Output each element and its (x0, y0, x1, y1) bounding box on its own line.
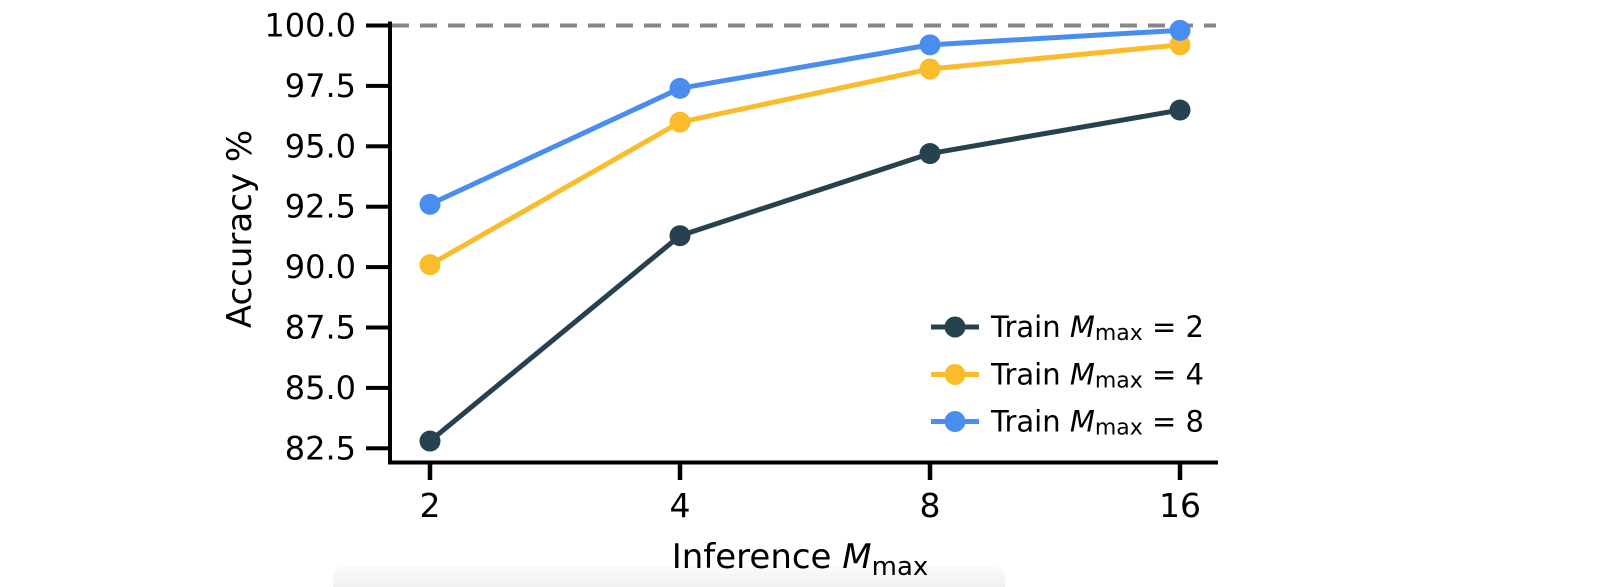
label-subscript: max (872, 552, 929, 582)
y-tick-label: 95.0 (285, 127, 356, 165)
x-tick-label: 2 (420, 486, 441, 525)
x-axis-ticks: 2 4 8 16 (420, 464, 1201, 525)
label-subscript: max (1095, 321, 1143, 346)
data-point-marker (1169, 34, 1191, 56)
x-tick-label: 4 (670, 486, 691, 525)
x-tick-mark (677, 464, 683, 480)
series-line (427, 27, 1183, 207)
label-suffix: = 2 (1143, 310, 1204, 344)
data-point-marker (419, 254, 441, 276)
legend-marker (944, 364, 966, 385)
x-tick-mark (927, 464, 933, 480)
left-spine (388, 21, 392, 465)
x-tick-mark (1177, 464, 1183, 480)
y-tick-label: 92.5 (285, 188, 356, 226)
legend-label: Train Mmax = 2 (990, 310, 1204, 346)
label-prefix: Inference (672, 537, 843, 577)
label-symbol: M (1070, 405, 1095, 439)
data-point-marker (919, 34, 941, 56)
label-suffix: = 4 (1143, 358, 1204, 392)
label-prefix: Train (990, 358, 1070, 392)
y-tick-mark (366, 144, 390, 149)
data-point-marker (919, 58, 941, 80)
data-point-marker (419, 193, 441, 215)
data-point-marker (419, 430, 441, 452)
label-prefix: Train (990, 405, 1070, 439)
bottom-shadow-strip (333, 566, 1005, 587)
axes-spines (388, 21, 1218, 465)
legend-marker (944, 411, 966, 432)
y-tick-mark (366, 204, 390, 209)
data-point-marker (919, 143, 941, 165)
series-line (427, 42, 1183, 268)
y-tick-label: 90.0 (285, 248, 356, 286)
x-tick-mark (427, 464, 433, 480)
data-point-marker (1169, 19, 1191, 41)
label-symbol: M (1070, 310, 1095, 344)
y-tick-label: 100.0 (264, 7, 356, 45)
y-tick-mark (366, 385, 390, 390)
y-tick-label: 85.0 (285, 369, 356, 407)
data-point-marker (669, 225, 691, 247)
data-point-marker (669, 111, 691, 133)
data-point-marker (669, 77, 691, 99)
label-subscript: max (1095, 415, 1143, 440)
x-axis-label: Inference Mmax (672, 537, 929, 582)
label-prefix: Train (990, 310, 1070, 344)
label-suffix: = 8 (1143, 405, 1204, 439)
y-tick-mark (366, 23, 390, 28)
label-subscript: max (1095, 368, 1143, 393)
y-tick-mark (366, 446, 390, 451)
y-tick-label: 87.5 (285, 309, 356, 347)
label-symbol: M (842, 537, 871, 577)
legend-marker (944, 316, 966, 338)
legend-label: Train Mmax = 8 (990, 405, 1204, 441)
bottom-spine (388, 460, 1218, 465)
y-tick-label: 82.5 (285, 429, 356, 467)
y-axis-label: Accuracy % (220, 130, 260, 328)
y-tick-mark (366, 83, 390, 88)
y-axis-ticks: 100.0 97.5 95.0 92.5 90.0 87.5 85.0 82.5 (264, 7, 390, 467)
series-lines (419, 19, 1191, 452)
label-symbol: M (1070, 358, 1095, 392)
y-tick-label: 97.5 (285, 67, 356, 105)
series-line (427, 107, 1183, 444)
data-point-marker (1169, 99, 1191, 121)
x-tick-label: 16 (1159, 486, 1201, 525)
y-tick-mark (366, 265, 390, 270)
y-tick-mark (366, 325, 390, 330)
legend-label: Train Mmax = 4 (990, 358, 1204, 394)
x-tick-label: 8 (920, 486, 941, 525)
